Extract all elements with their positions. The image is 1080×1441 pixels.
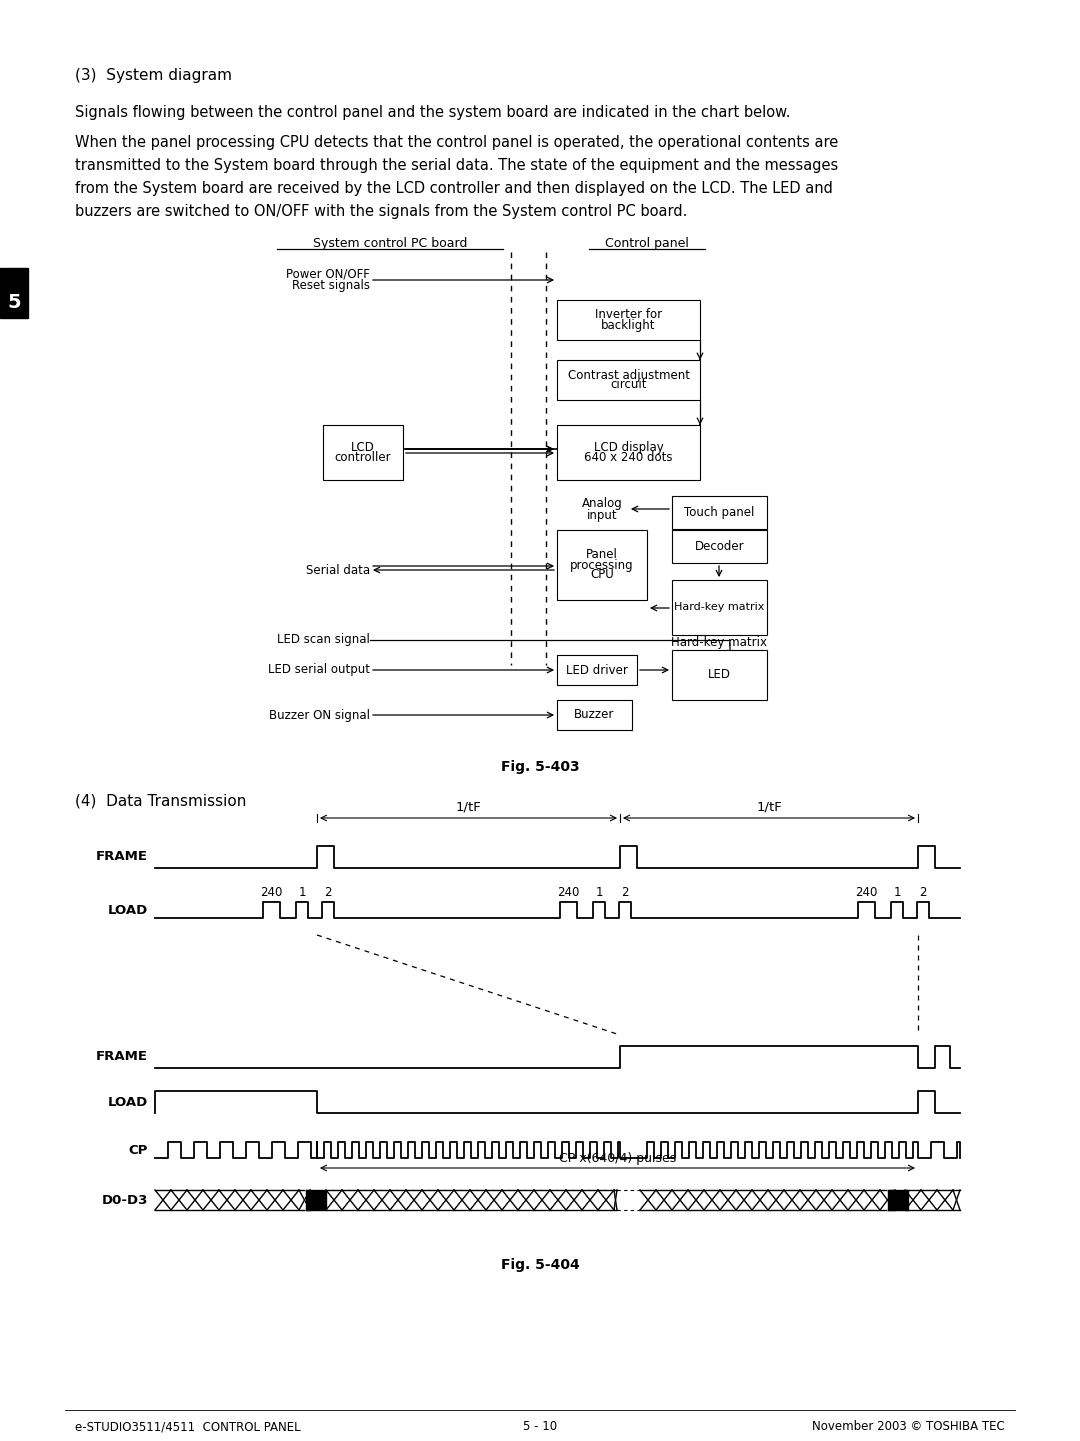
Text: LOAD: LOAD xyxy=(108,1095,148,1108)
Text: Hard-key matrix: Hard-key matrix xyxy=(671,635,767,648)
Text: LED: LED xyxy=(708,669,731,682)
Text: CP: CP xyxy=(129,1144,148,1157)
Text: 5 - 10: 5 - 10 xyxy=(523,1419,557,1432)
Text: 2: 2 xyxy=(919,886,927,899)
Bar xyxy=(672,579,767,635)
Bar xyxy=(306,1190,326,1210)
Text: Control panel: Control panel xyxy=(605,236,689,249)
Text: Fig. 5-403: Fig. 5-403 xyxy=(501,759,579,774)
Text: (3)  System diagram: (3) System diagram xyxy=(75,68,232,84)
Text: backlight: backlight xyxy=(602,318,656,331)
Text: LED driver: LED driver xyxy=(566,663,627,676)
Text: Signals flowing between the control panel and the system board are indicated in : Signals flowing between the control pane… xyxy=(75,105,791,120)
Text: e-STUDIO3511/4511  CONTROL PANEL: e-STUDIO3511/4511 CONTROL PANEL xyxy=(75,1419,300,1432)
Bar xyxy=(888,1190,908,1210)
Text: transmitted to the System board through the serial data. The state of the equipm: transmitted to the System board through … xyxy=(75,159,838,173)
Text: Fig. 5-404: Fig. 5-404 xyxy=(501,1258,579,1272)
Text: When the panel processing CPU detects that the control panel is operated, the op: When the panel processing CPU detects th… xyxy=(75,135,838,150)
Text: D0-D3: D0-D3 xyxy=(102,1193,148,1206)
Text: LCD: LCD xyxy=(351,441,375,454)
Text: FRAME: FRAME xyxy=(96,1050,148,1063)
Text: controller: controller xyxy=(335,451,391,464)
Text: LCD display: LCD display xyxy=(594,441,663,454)
Text: Touch panel: Touch panel xyxy=(685,506,755,519)
Bar xyxy=(672,650,767,700)
Text: (4)  Data Transmission: (4) Data Transmission xyxy=(75,793,246,808)
Bar xyxy=(557,360,700,401)
Text: CPU: CPU xyxy=(590,569,613,582)
Text: Analog: Analog xyxy=(582,497,622,510)
Text: processing: processing xyxy=(570,559,634,572)
Text: 1: 1 xyxy=(595,886,603,899)
Text: Panel: Panel xyxy=(586,549,618,562)
Bar xyxy=(557,656,637,684)
Bar xyxy=(557,700,632,731)
Text: 2: 2 xyxy=(621,886,629,899)
Text: Buzzer: Buzzer xyxy=(575,709,615,722)
Text: Hard-key matrix: Hard-key matrix xyxy=(674,602,765,612)
Text: Serial data: Serial data xyxy=(306,563,370,576)
Text: 5: 5 xyxy=(8,293,21,313)
Text: Power ON/OFF: Power ON/OFF xyxy=(286,268,370,281)
Text: Buzzer ON signal: Buzzer ON signal xyxy=(269,709,370,722)
Text: Decoder: Decoder xyxy=(694,540,744,553)
Text: CP x(640/4) pulses: CP x(640/4) pulses xyxy=(558,1151,676,1164)
Bar xyxy=(557,425,700,480)
Text: 640 x 240 dots: 640 x 240 dots xyxy=(584,451,673,464)
Bar xyxy=(0,268,28,318)
Bar xyxy=(672,530,767,563)
Text: 1/tF: 1/tF xyxy=(756,800,782,813)
Text: 240: 240 xyxy=(557,886,579,899)
Bar xyxy=(672,496,767,529)
Text: 240: 240 xyxy=(854,886,877,899)
Text: 2: 2 xyxy=(324,886,332,899)
Text: 240: 240 xyxy=(260,886,282,899)
Bar xyxy=(557,300,700,340)
Text: FRAME: FRAME xyxy=(96,850,148,863)
Text: LED scan signal: LED scan signal xyxy=(278,634,370,647)
Text: Inverter for: Inverter for xyxy=(595,308,662,321)
Bar xyxy=(323,425,403,480)
Text: buzzers are switched to ON/OFF with the signals from the System control PC board: buzzers are switched to ON/OFF with the … xyxy=(75,205,687,219)
Text: Contrast adjustment: Contrast adjustment xyxy=(567,369,689,382)
Text: 1: 1 xyxy=(298,886,306,899)
Bar xyxy=(557,530,647,599)
Text: 1: 1 xyxy=(893,886,901,899)
Text: LED serial output: LED serial output xyxy=(268,663,370,676)
Text: from the System board are received by the LCD controller and then displayed on t: from the System board are received by th… xyxy=(75,182,833,196)
Text: Reset signals: Reset signals xyxy=(292,280,370,293)
Text: November 2003 © TOSHIBA TEC: November 2003 © TOSHIBA TEC xyxy=(812,1419,1005,1432)
Text: input: input xyxy=(586,509,618,522)
Text: circuit: circuit xyxy=(610,379,647,392)
Text: System control PC board: System control PC board xyxy=(313,236,468,249)
Text: 1/tF: 1/tF xyxy=(456,800,482,813)
Text: LOAD: LOAD xyxy=(108,904,148,916)
